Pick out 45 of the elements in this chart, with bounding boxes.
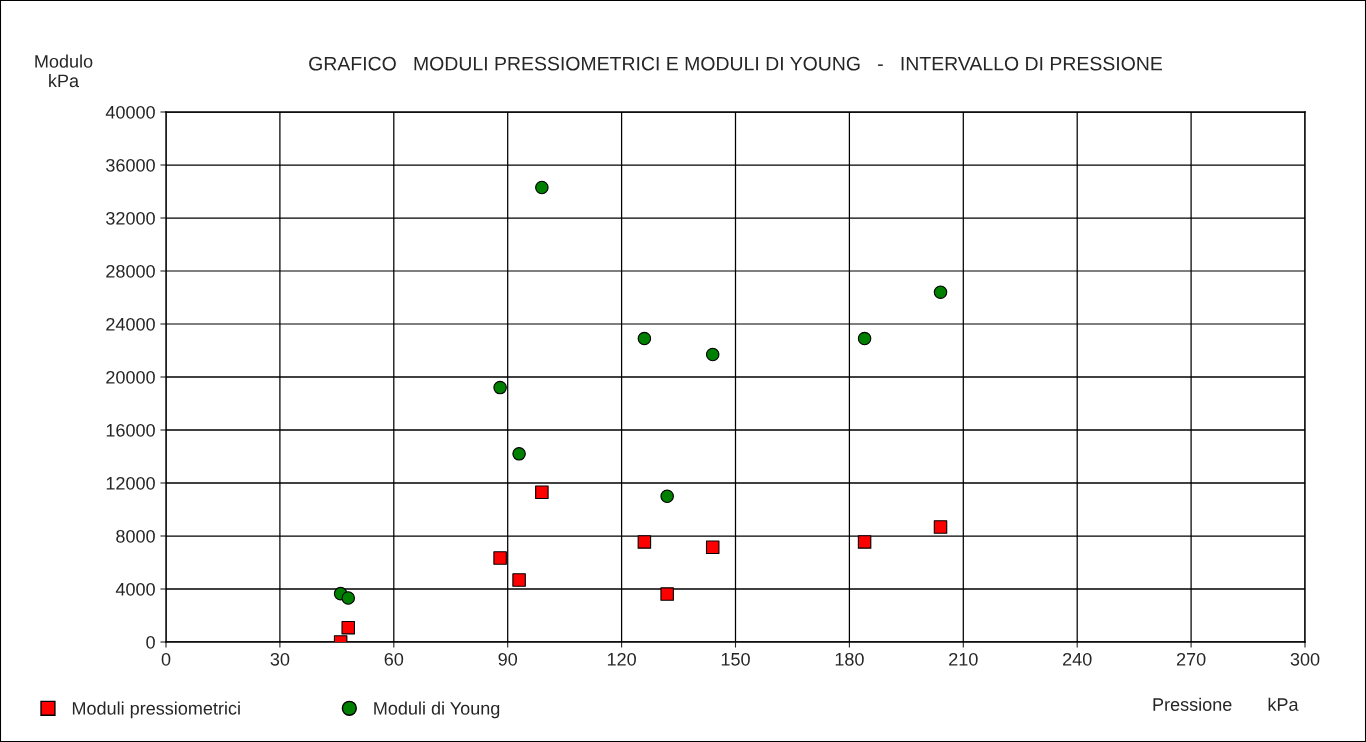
point <box>857 331 872 346</box>
point <box>535 180 549 195</box>
x-axis-title: Pressione kPa <box>1153 697 1299 711</box>
x-tick-label: 240 <box>1063 652 1092 666</box>
y-tick-label: 28000 <box>106 264 155 278</box>
x-tick-label: 180 <box>835 652 864 666</box>
x-tick-label: 0 <box>161 652 171 666</box>
x-tick-label: 150 <box>721 652 750 666</box>
y-tick-label: 40000 <box>105 105 155 119</box>
x-tick-label: 30 <box>270 652 290 666</box>
point <box>341 620 356 635</box>
y-tick-label: 36000 <box>106 158 155 172</box>
point <box>705 347 720 362</box>
y-tick-label: 32000 <box>106 211 155 225</box>
legend-label: Moduli pressiometrici <box>72 701 240 719</box>
point <box>535 485 549 500</box>
y-tick-label: 20000 <box>106 370 155 384</box>
point <box>493 380 507 395</box>
point <box>705 540 720 555</box>
y-tick-label: 24000 <box>106 317 155 331</box>
point <box>493 551 507 565</box>
legend-label: Moduli di Young <box>374 701 500 719</box>
point <box>857 535 872 549</box>
point <box>637 331 652 346</box>
x-tick-label: 120 <box>607 652 636 666</box>
point <box>660 489 674 504</box>
point <box>512 573 526 587</box>
y-tick-label: 12000 <box>106 476 155 490</box>
x-tick-label: 60 <box>384 652 404 666</box>
x-tick-label: 300 <box>1290 652 1320 666</box>
y-tick-label: 4000 <box>115 582 155 596</box>
y-tick-label: 0 <box>146 635 155 649</box>
point <box>933 520 948 534</box>
y-axis-title: Modulo kPa <box>35 54 93 88</box>
point <box>637 535 652 549</box>
y-tick-label: 16000 <box>106 423 155 437</box>
x-tick-label: 90 <box>498 652 518 666</box>
x-tick-label: 210 <box>949 652 978 666</box>
point <box>660 587 674 601</box>
point <box>512 447 526 461</box>
point <box>341 591 356 605</box>
point <box>933 285 948 299</box>
chart-title: GRAFICO MODULI PRESSIOMETRICI E MODULI DI YOUNG - INTERVALLO DI PRESSIONE <box>309 56 1162 71</box>
x-tick-label: 270 <box>1176 652 1206 666</box>
y-tick-label: 8000 <box>116 529 155 543</box>
